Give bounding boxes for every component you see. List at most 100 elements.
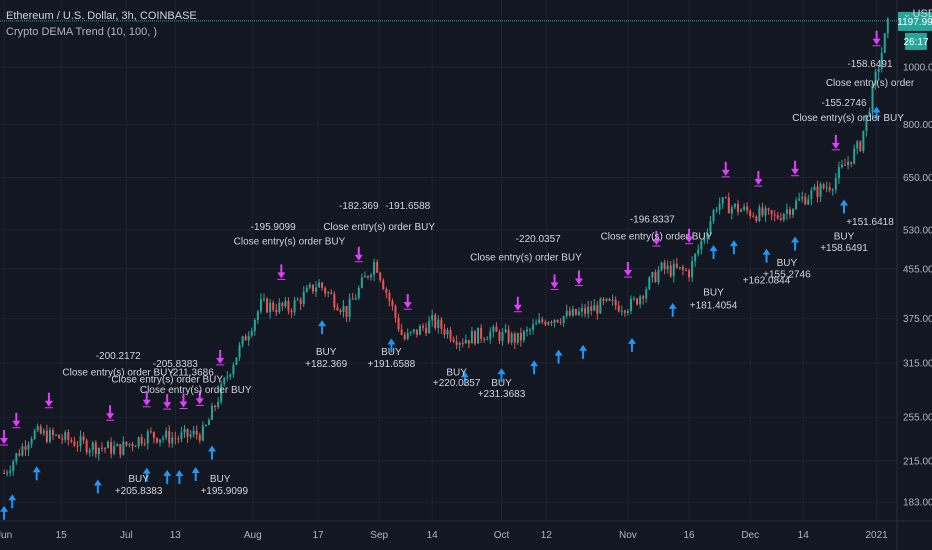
candle-body <box>694 253 697 262</box>
symbol-title[interactable]: Ethereum / U.S. Dollar, 3h, COINBASE <box>6 10 197 22</box>
trade-annotation: +231.3683 <box>478 389 526 400</box>
trade-annotation: BUY <box>491 378 512 389</box>
time-tick-label: Nov <box>619 530 637 541</box>
close-arrow-icon <box>354 246 363 261</box>
buy-arrow-icon <box>554 349 563 364</box>
candle-body <box>418 326 421 335</box>
candle-body <box>648 277 651 290</box>
candle-body <box>816 186 819 197</box>
candle-body <box>207 419 210 426</box>
candle-body <box>519 332 522 341</box>
candle-body <box>434 314 437 328</box>
candle-body <box>336 307 339 311</box>
trade-annotation: +182.369 <box>305 359 347 370</box>
candle-body <box>140 437 143 444</box>
candle-body <box>461 343 464 345</box>
candle-body <box>263 298 266 300</box>
buy-arrow-icon <box>0 505 9 520</box>
candle-body <box>464 340 467 344</box>
candle-body <box>238 344 241 358</box>
candle-body <box>785 209 788 214</box>
candle-body <box>510 333 513 343</box>
candle-body <box>474 331 477 344</box>
candle-body <box>825 187 828 189</box>
candle-body <box>143 443 146 445</box>
candle-body <box>110 441 113 454</box>
countdown-label: 26:17 <box>903 37 928 48</box>
candle-body <box>70 440 73 442</box>
trade-annotation: +155.2746 <box>763 269 811 280</box>
candle-body <box>623 310 626 313</box>
candle-body <box>174 437 177 439</box>
candle-body <box>162 437 165 440</box>
candle-body <box>550 322 553 324</box>
candle-body <box>538 319 541 324</box>
candle-body <box>397 317 400 330</box>
trade-annotation: +162.0844 <box>743 275 791 286</box>
candle-body <box>88 450 91 453</box>
candle-body <box>544 321 547 325</box>
candle-body <box>452 339 455 342</box>
candle-body <box>626 310 629 313</box>
trade-annotation: Close entry(s) order BUY <box>62 368 174 379</box>
candle-body <box>403 334 406 340</box>
candle-body <box>103 447 106 449</box>
candle-body <box>611 299 614 301</box>
candle-body <box>492 326 495 332</box>
indicator-title[interactable]: Crypto DEMA Trend (10, 100, ) <box>6 26 158 38</box>
trade-annotation: BUY <box>316 347 337 358</box>
candle-body <box>272 302 275 310</box>
candle-body <box>345 306 348 317</box>
candle-body <box>486 339 489 341</box>
price-tick-label: 530.00 <box>903 225 932 236</box>
candle-body <box>391 300 394 307</box>
candle-body <box>214 405 217 408</box>
candle-body <box>217 402 220 408</box>
candle-body <box>198 434 201 441</box>
candle-body <box>782 213 785 220</box>
candle-body <box>388 293 391 301</box>
time-tick-label: Aug <box>244 530 262 541</box>
time-tick-label: 12 <box>541 530 553 541</box>
candle-body <box>721 197 724 204</box>
candle-body <box>100 447 103 449</box>
trade-annotation: BUY <box>703 288 724 299</box>
chevron-down-icon: ⌄ <box>903 9 911 19</box>
candle-body <box>311 284 314 292</box>
candle-body <box>837 167 840 179</box>
candle-body <box>535 323 538 325</box>
candle-body <box>232 364 235 375</box>
candle-body <box>691 261 694 278</box>
candle-body <box>767 208 770 211</box>
candle-body <box>477 327 480 344</box>
candle-body <box>324 287 327 294</box>
candle-body <box>712 210 715 222</box>
candle-body <box>376 261 379 273</box>
price-tick-label: 255.00 <box>903 413 932 424</box>
candle-body <box>654 272 657 283</box>
candle-body <box>727 197 730 214</box>
buy-arrow-icon <box>93 479 102 494</box>
time-tick-label: 14 <box>798 530 810 541</box>
candle-body <box>669 265 672 277</box>
candle-body <box>67 432 70 441</box>
buy-arrow-icon <box>175 470 184 485</box>
buy-arrow-icon <box>762 248 771 263</box>
candle-body <box>382 280 385 290</box>
candle-body <box>507 329 510 343</box>
trade-annotation: Close entry(s) order BUY <box>234 237 346 248</box>
time-tick-label: 13 <box>170 530 182 541</box>
candle-body <box>229 374 232 377</box>
close-arrow-icon <box>791 160 800 175</box>
candle-body <box>804 196 807 205</box>
candle-body <box>706 233 709 238</box>
candle-body <box>290 310 293 313</box>
trade-annotation: Close entry(s) order BUY <box>111 374 223 385</box>
candle-body <box>574 309 577 315</box>
currency-selector[interactable]: ⌄ USD <box>903 8 932 20</box>
trade-annotation: BUY <box>834 232 855 243</box>
candle-body <box>807 199 810 205</box>
candle-body <box>822 184 825 189</box>
trade-annotation: +151.6418 <box>846 217 894 228</box>
